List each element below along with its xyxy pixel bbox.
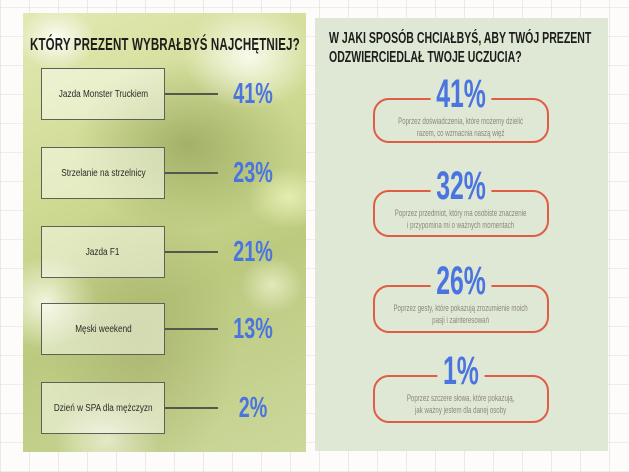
left-panel-title: KTÓRY PREZENT WYBRAŁBYŚ NAJCHĘTNIEJ? xyxy=(30,34,300,54)
feeling-description: Poprzez szczere słowa, które pokazują, j… xyxy=(367,392,554,416)
connector-line xyxy=(165,93,218,95)
feeling-percent: 1% xyxy=(437,351,485,391)
feeling-description: Poprzez doświadczenia, które możemy dzie… xyxy=(367,115,554,139)
feeling-description-line2: jak ważny jestem dla danej osoby xyxy=(415,405,507,415)
gift-option-percent: 13% xyxy=(233,312,273,345)
connector-line xyxy=(165,328,218,330)
gift-option-row: Strzelanie na strzelnicy 23% xyxy=(23,147,306,199)
gift-option-box: Męski weekend xyxy=(41,303,165,355)
gift-option-label: Dzień w SPA dla mężczyzn xyxy=(53,402,153,414)
gift-option-row: Jazda Monster Truckiem 41% xyxy=(23,68,306,120)
feelings-panel: W JAKI SPOSÓB CHCIAŁBYŚ, ABY TWÓJ PREZEN… xyxy=(315,18,608,451)
gift-option-label: Męski weekend xyxy=(74,323,132,335)
gift-option-label: Jazda Monster Truckiem xyxy=(58,88,148,100)
gift-choice-panel: KTÓRY PREZENT WYBRAŁBYŚ NAJCHĘTNIEJ? Jaz… xyxy=(23,13,306,452)
feeling-description-line1: Poprzez przedmiot, który ma osobiste zna… xyxy=(395,208,527,218)
feeling-description-line1: Poprzez szczere słowa, które pokazują, xyxy=(407,393,515,403)
right-panel-title-line1: W JAKI SPOSÓB CHCIAŁBYŚ, ABY TWÓJ PREZEN… xyxy=(329,30,592,47)
feeling-percent: 41% xyxy=(430,74,492,114)
feeling-card: 32% Poprzez przedmiot, który ma osobiste… xyxy=(373,166,549,237)
gift-option-percent: 23% xyxy=(233,156,273,189)
feeling-description-line1: Poprzez gesty, które pokazują zrozumieni… xyxy=(393,303,529,313)
gift-option-row: Dzień w SPA dla mężczyzn 2% xyxy=(23,382,306,434)
gift-option-label: Jazda F1 xyxy=(86,246,120,258)
gift-option-box: Jazda F1 xyxy=(41,226,165,278)
connector-line xyxy=(165,172,218,174)
feeling-description-line2: pasji i zainteresowań xyxy=(432,315,490,325)
gift-option-box: Strzelanie na strzelnicy xyxy=(41,147,165,199)
feeling-percent-wrap: 41% xyxy=(375,74,547,114)
gift-option-row: Męski weekend 13% xyxy=(23,303,306,355)
gift-option-box: Jazda Monster Truckiem xyxy=(41,68,165,120)
feeling-percent-wrap: 26% xyxy=(375,261,547,301)
gift-option-box: Dzień w SPA dla mężczyzn xyxy=(41,382,165,434)
feeling-card: 41% Poprzez doświadczenia, które możemy … xyxy=(373,74,549,143)
feeling-description-line2: razem, co wzmacnia naszą więź xyxy=(417,128,505,138)
feeling-percent: 26% xyxy=(430,261,492,301)
right-panel-title: W JAKI SPOSÓB CHCIAŁBYŚ, ABY TWÓJ PREZEN… xyxy=(329,29,591,67)
right-panel-title-line2: ODZWIERCIEDLAŁ TWOJE UCZUCIA? xyxy=(329,49,522,66)
feeling-percent-wrap: 32% xyxy=(375,166,547,206)
gift-option-percent: 2% xyxy=(238,391,268,424)
feeling-description: Poprzez przedmiot, który ma osobiste zna… xyxy=(367,207,554,231)
connector-line xyxy=(165,407,218,409)
feeling-card: 26% Poprzez gesty, które pokazują zrozum… xyxy=(373,261,549,333)
gift-option-row: Jazda F1 21% xyxy=(23,226,306,278)
feeling-description-line2: i przypomina mi o ważnych momentach xyxy=(407,220,515,230)
feeling-percent: 32% xyxy=(430,166,492,206)
gift-option-label: Strzelanie na strzelnicy xyxy=(60,167,146,179)
feeling-percent-wrap: 1% xyxy=(375,351,547,391)
connector-line xyxy=(165,251,218,253)
feeling-description: Poprzez gesty, które pokazują zrozumieni… xyxy=(367,302,554,326)
gift-option-percent: 41% xyxy=(233,77,273,110)
feeling-card: 1% Poprzez szczere słowa, które pokazują… xyxy=(373,351,549,423)
feeling-description-line1: Poprzez doświadczenia, które możemy dzie… xyxy=(398,116,524,126)
gift-option-percent: 21% xyxy=(233,235,273,268)
